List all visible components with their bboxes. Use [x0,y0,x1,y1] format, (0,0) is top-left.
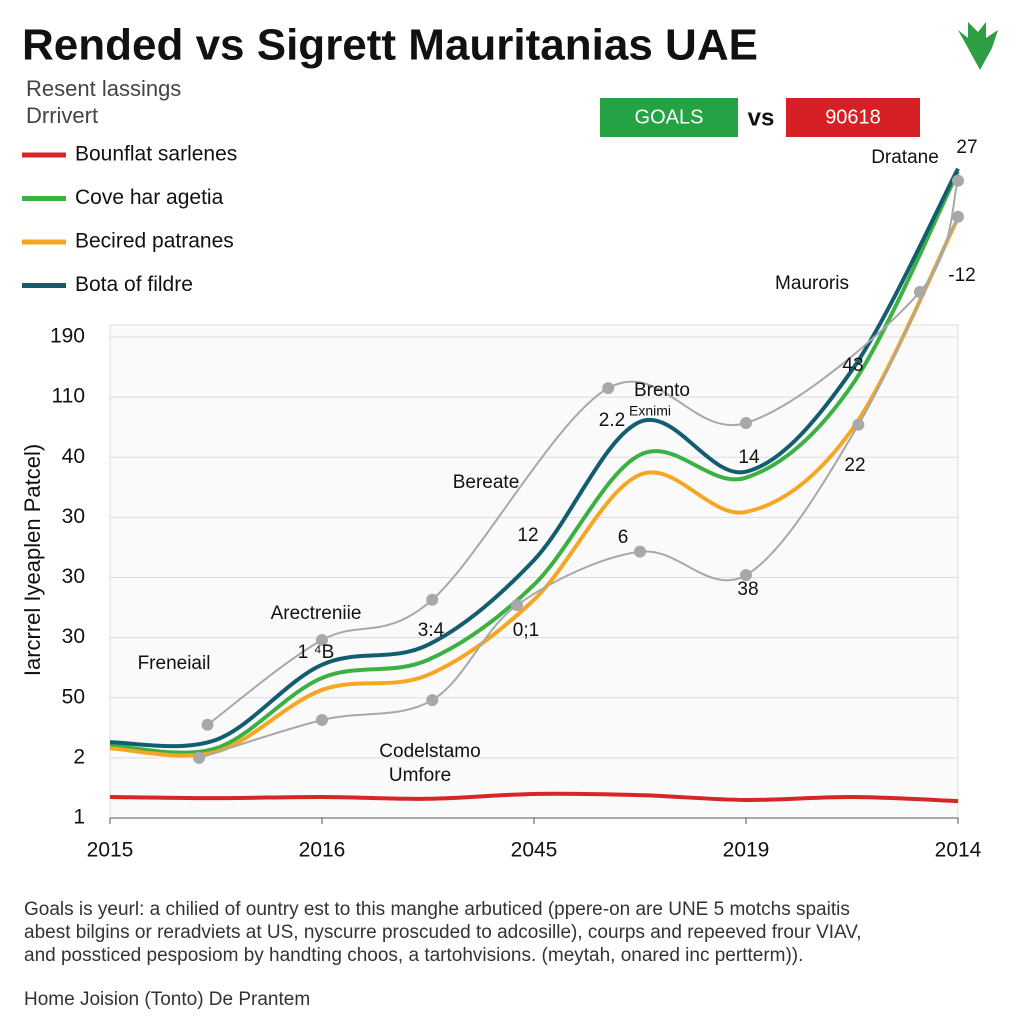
annotation: Arectreniie [271,603,362,624]
annotation-point [952,210,964,223]
badge-left-text: GOALS [635,106,704,128]
y-tick-label: 30 [62,565,85,588]
annotation: 1 ⁴B [298,642,335,663]
annotation-point [426,593,439,606]
badge-left [600,98,738,137]
source: Home Joision (Tonto) De Prantem [24,989,310,1010]
annotation: Dratane [871,147,939,168]
legend-label: Bounflat sarlenes [75,143,237,166]
y-tick-label: 30 [62,505,85,528]
annotation-point [952,174,964,187]
x-tick-label: 2045 [511,839,558,862]
y-tick-label: 110 [52,385,85,408]
legend-label: Bota of fildre [75,273,193,296]
annotation: Brento [634,380,690,401]
x-tick-label: 2014 [935,839,982,862]
annotation: 12 [517,525,538,546]
annotation-point [852,418,865,431]
annotation: 22 [844,455,865,476]
chart-title: Rended vs Sigrett Mauritanias UAE [22,21,758,70]
annotation-point [201,718,214,731]
note-line: abest bilgins or reradviets at US, nyscu… [24,922,862,943]
annotation-point [511,599,524,612]
annotation-point [193,751,206,764]
annotation: Freneiail [138,653,211,674]
subtitle: Drrivert [26,103,98,128]
x-tick-label: 2019 [723,839,770,862]
legend-label: Cove har agetia [75,186,224,209]
series-line [109,791,959,804]
annotation: Umfore [389,765,451,786]
y-tick-label: 30 [62,625,85,648]
annotation-point [740,569,752,582]
x-tick-label: 2015 [87,839,134,862]
note-line: Goals is yeurl: a chilied of ountry est … [24,899,850,920]
note-line: and possticed pesposiom by handting choo… [24,945,803,966]
badge-right-text: 90618 [825,106,881,128]
y-tick-label: 40 [62,445,85,468]
annotation-point [740,416,752,429]
subtitle: Resent lassings [26,76,181,101]
annotation: Bereate [453,472,520,493]
annotation: 0;1 [513,620,539,641]
annotation: 3:4 [418,620,445,641]
y-tick-label: 190 [50,325,85,348]
y-tick-label: 1 [73,806,85,829]
annotation-point [602,382,615,395]
series-line [109,170,960,755]
annotation-point [426,694,439,707]
annotation: 27 [956,137,977,158]
annotation: -12 [948,265,975,286]
annotation-point [316,714,328,727]
y-axis-label: Iarcrrel Iyeaplen Patcel) [20,444,45,676]
annotation: 38 [737,579,758,600]
series-line [109,217,960,758]
logo [958,22,998,70]
annotation: 43 [842,355,863,376]
annotation-point [634,545,646,558]
annotation: Codelstamo [379,741,480,762]
annotation: 6 [618,527,629,548]
y-tick-label: 50 [62,685,85,708]
annotation: Exnimi [629,403,671,419]
legend-label: Becired patranes [75,230,234,253]
annotation-point [316,634,328,647]
badge-vs: vs [748,104,775,131]
series-line [109,167,960,749]
y-tick-label: 2 [73,745,85,768]
annotation: 2.2 [599,410,625,431]
x-tick-label: 2016 [299,839,346,862]
annotation: Mauroris [775,273,849,294]
annotation: 14 [738,447,760,468]
badge-right [786,98,920,137]
